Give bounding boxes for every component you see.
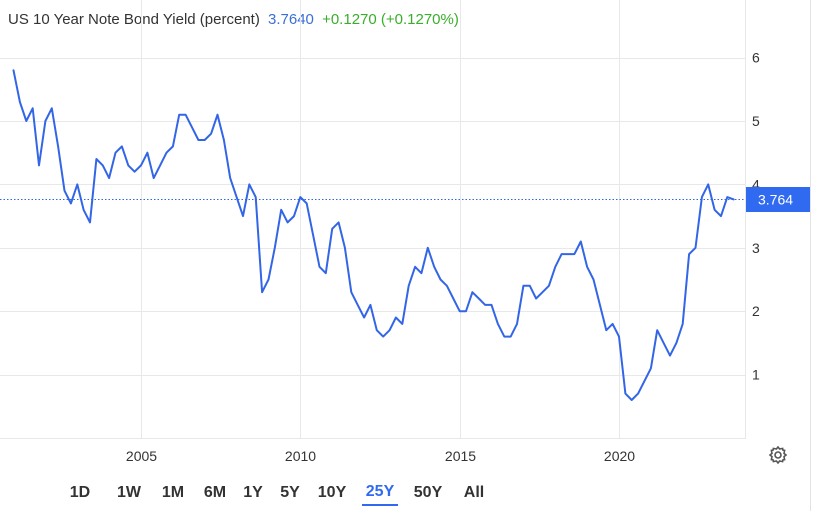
last-value: 3.7640 — [268, 11, 314, 28]
range-button-25y[interactable]: 25Y — [362, 480, 398, 506]
range-button-5y[interactable]: 5Y — [275, 480, 305, 506]
chart-plot[interactable]: 1 2 3 4 5 6 2005 2010 2015 2020 3.764 — [0, 0, 811, 470]
tick-layer: 1 2 3 4 5 6 2005 2010 2015 2020 — [126, 50, 760, 464]
range-button-1w[interactable]: 1W — [109, 480, 149, 506]
y-tick-label: 3 — [752, 240, 760, 256]
last-value-marker — [746, 187, 810, 212]
range-button-all[interactable]: All — [460, 480, 488, 506]
y-tick-label: 2 — [752, 303, 760, 319]
last-value-marker-text: 3.764 — [758, 192, 793, 208]
y-tick-label: 6 — [752, 50, 760, 66]
chart-header: US 10 Year Note Bond Yield (percent) 3.7… — [8, 11, 459, 28]
grid-layer — [0, 0, 746, 439]
gear-icon[interactable] — [767, 444, 789, 466]
x-tick-label: 2020 — [604, 448, 635, 464]
x-tick-label: 2010 — [285, 448, 316, 464]
chart-title: US 10 Year Note Bond Yield (percent) — [8, 11, 260, 28]
range-button-1y[interactable]: 1Y — [238, 480, 268, 506]
y-tick-label: 1 — [752, 367, 760, 383]
range-button-1m[interactable]: 1M — [154, 480, 192, 506]
y-tick-label: 4 — [752, 176, 760, 192]
chart-frame: US 10 Year Note Bond Yield (percent) 3.7… — [0, 0, 811, 511]
range-button-1d[interactable]: 1D — [62, 480, 98, 506]
y-tick-label: 5 — [752, 113, 760, 129]
range-button-50y[interactable]: 50Y — [410, 480, 446, 506]
x-tick-label: 2015 — [445, 448, 476, 464]
x-tick-label: 2005 — [126, 448, 157, 464]
range-button-6m[interactable]: 6M — [197, 480, 233, 506]
range-button-10y[interactable]: 10Y — [313, 480, 351, 506]
yield-series-line — [12, 69, 735, 401]
change-value: +0.1270 (+0.1270%) — [322, 11, 459, 28]
